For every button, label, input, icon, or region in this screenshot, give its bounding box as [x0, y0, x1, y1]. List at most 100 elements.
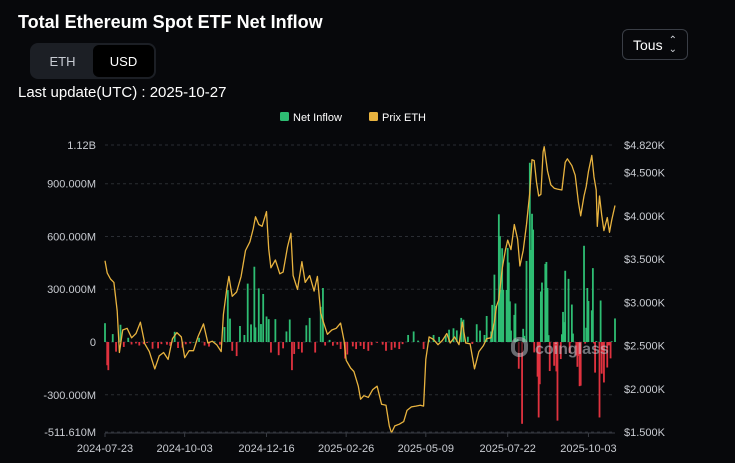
- net-inflow-bar: [599, 300, 602, 343]
- net-inflow-bar: [111, 334, 114, 343]
- net-inflow-bar: [160, 342, 163, 345]
- x-tick-label: 2025-05-09: [398, 443, 454, 455]
- eth-toggle-button[interactable]: ETH: [49, 53, 76, 69]
- net-inflow-bar: [497, 214, 500, 343]
- net-inflow-bar: [297, 342, 300, 350]
- coinglass-watermark: coinglass: [511, 337, 609, 358]
- net-inflow-bar: [539, 291, 542, 343]
- net-inflow-bar: [138, 342, 141, 346]
- net-inflow-bar: [203, 342, 206, 346]
- net-inflow-bar: [223, 327, 226, 343]
- net-inflow-bar: [610, 341, 613, 343]
- net-inflow-bar: [541, 282, 543, 343]
- net-inflow-bar: [594, 342, 596, 373]
- net-inflow-bar: [305, 325, 308, 343]
- net-inflow-bar: [471, 342, 474, 344]
- net-inflow-bar: [532, 229, 535, 343]
- net-inflow-bar: [560, 334, 563, 343]
- net-inflow-bar: [208, 342, 210, 347]
- range-select-dropdown[interactable]: Tous ⌃ ⌄: [622, 29, 688, 60]
- net-inflow-bar: [579, 342, 582, 386]
- net-inflow-bar: [282, 342, 285, 349]
- x-tick-label: 2024-10-03: [157, 443, 213, 455]
- net-inflow-bar: [584, 342, 587, 344]
- net-inflow-bar: [115, 342, 117, 352]
- x-tick-label: 2024-12-16: [238, 443, 294, 455]
- net-inflow-bar: [601, 342, 604, 353]
- net-inflow-bar: [452, 328, 455, 343]
- usd-toggle-button[interactable]: USD: [93, 45, 154, 77]
- net-inflow-bar: [257, 288, 260, 343]
- net-inflow-bar: [359, 342, 362, 346]
- net-inflow-bar: [351, 342, 354, 347]
- net-inflow-bar: [277, 342, 280, 356]
- x-tick-label: 2024-07-23: [77, 443, 133, 455]
- net-inflow-bar: [586, 288, 589, 343]
- net-inflow-bar: [493, 274, 496, 343]
- net-inflow-bar: [254, 327, 257, 343]
- chevron-updown-icon: ⌃ ⌄: [668, 34, 677, 55]
- net-inflow-bar: [239, 326, 241, 343]
- net-inflow-bar: [576, 342, 579, 367]
- net-inflow-bar: [559, 342, 562, 360]
- net-inflow-bar: [166, 342, 168, 345]
- net-inflow-bar: [525, 260, 528, 343]
- net-inflow-bar: [107, 342, 110, 371]
- legend-swatch: [369, 112, 378, 121]
- net-inflow-bar: [564, 270, 567, 343]
- net-inflow-bar: [475, 324, 478, 343]
- net-inflow-bar: [614, 318, 616, 343]
- net-inflow-bar: [104, 323, 106, 343]
- net-inflow-bar: [393, 342, 396, 348]
- net-inflow-bar: [537, 342, 540, 418]
- y-left-tick-label: 0: [90, 337, 96, 349]
- net-inflow-bar: [417, 340, 419, 343]
- net-inflow-bar: [531, 213, 533, 343]
- net-inflow-bar: [607, 342, 610, 346]
- net-inflow-bar: [250, 324, 252, 343]
- net-inflow-bar: [507, 262, 510, 343]
- net-inflow-bar: [367, 342, 370, 351]
- y-right-tick-label: $3.000K: [624, 297, 666, 309]
- net-inflow-bar: [554, 342, 557, 349]
- net-inflow-bar: [267, 319, 270, 343]
- net-inflow-bar: [494, 305, 497, 343]
- legend-label[interactable]: Net Inflow: [293, 112, 342, 124]
- net-inflow-bar: [553, 342, 556, 366]
- net-inflow-bar: [151, 342, 154, 349]
- net-inflow-bar: [555, 342, 558, 372]
- net-inflow-bars: [104, 162, 616, 424]
- y-left-tick-label: -511.610M: [44, 427, 96, 439]
- legend-label[interactable]: Prix ETH: [382, 112, 426, 124]
- net-inflow-bar: [491, 304, 494, 343]
- net-inflow-bar: [285, 331, 288, 343]
- net-inflow-bar: [513, 314, 516, 343]
- net-inflow-bar: [262, 293, 265, 343]
- net-inflow-bar: [590, 310, 593, 343]
- net-inflow-bar: [455, 330, 458, 343]
- net-inflow-bar: [587, 301, 590, 343]
- net-inflow-bar: [544, 263, 547, 343]
- net-inflow-bar: [184, 342, 187, 345]
- net-inflow-bar: [568, 342, 571, 353]
- y-right-tick-label: $3.500K: [624, 254, 666, 266]
- net-inflow-bar: [485, 315, 488, 343]
- net-inflow-bar: [598, 342, 601, 418]
- net-inflow-bar: [319, 306, 322, 343]
- net-inflow-bar: [381, 342, 384, 345]
- net-inflow-bar: [301, 342, 303, 353]
- net-inflow-bar: [169, 342, 172, 346]
- net-inflow-bar: [514, 303, 517, 343]
- net-inflow-bar: [308, 317, 311, 343]
- net-inflow-bar: [324, 342, 327, 346]
- legend-swatch: [280, 112, 289, 121]
- net-inflow-bar: [291, 342, 293, 371]
- net-inflow-bar: [331, 342, 334, 346]
- net-inflow-bar: [438, 336, 440, 343]
- net-inflow-bar: [521, 342, 523, 424]
- y-left-tick-label: 1.12B: [67, 140, 96, 152]
- watermark-text: coinglass: [535, 341, 609, 358]
- net-inflow-bar: [173, 331, 176, 343]
- net-inflow-bar: [265, 316, 268, 343]
- net-inflow-bar: [401, 342, 404, 345]
